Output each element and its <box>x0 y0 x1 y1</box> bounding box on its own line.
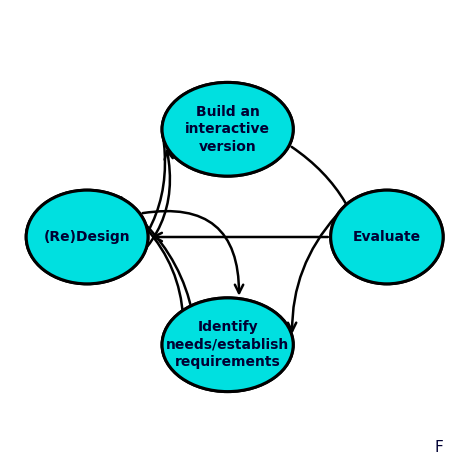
Text: Build an
interactive
version: Build an interactive version <box>185 105 270 154</box>
Ellipse shape <box>331 190 443 284</box>
Ellipse shape <box>26 190 148 284</box>
Text: Evaluate: Evaluate <box>353 230 421 244</box>
Ellipse shape <box>162 82 293 176</box>
Ellipse shape <box>162 82 293 176</box>
Ellipse shape <box>162 298 293 392</box>
Ellipse shape <box>26 190 148 284</box>
Ellipse shape <box>162 298 293 392</box>
Text: Identify
needs/establish
requirements: Identify needs/establish requirements <box>166 320 289 369</box>
Text: F: F <box>434 440 443 456</box>
Ellipse shape <box>331 190 443 284</box>
Text: (Re)Design: (Re)Design <box>44 230 130 244</box>
